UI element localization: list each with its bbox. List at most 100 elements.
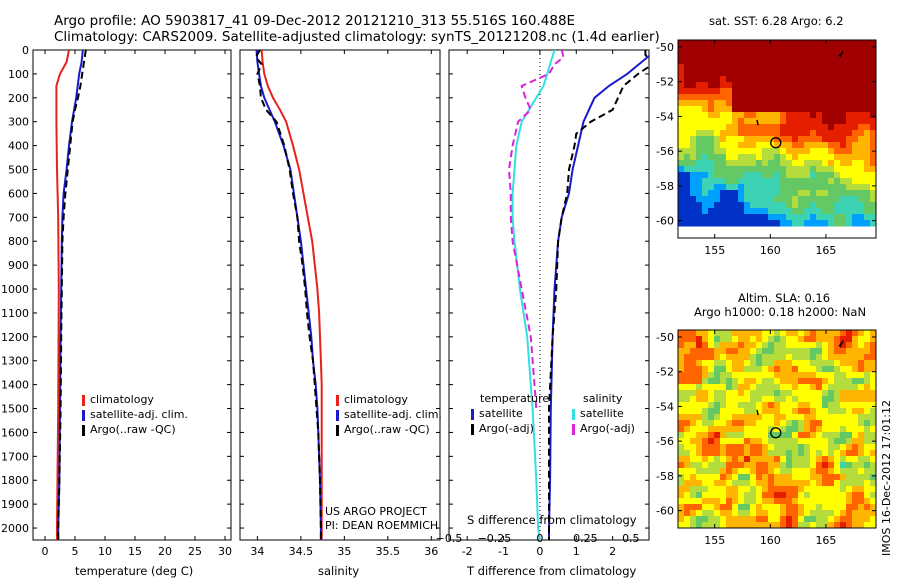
map-cell (720, 438, 727, 445)
map-cell (690, 348, 697, 355)
map-cell (852, 142, 859, 149)
map-cell (870, 426, 876, 433)
map-cell (678, 172, 685, 179)
map-cell (702, 130, 709, 137)
map-cell (792, 148, 799, 155)
map-cell (804, 504, 811, 511)
map-cell (870, 214, 876, 221)
map-cell (864, 456, 871, 463)
map-cell (786, 178, 793, 185)
map-cell (756, 130, 763, 137)
map-cell (726, 522, 733, 528)
map-cell (846, 70, 853, 77)
map-cell (780, 160, 787, 167)
map-cell (828, 372, 835, 379)
map-cell (858, 402, 865, 409)
map-cell (678, 196, 685, 203)
map-cell (702, 106, 709, 113)
map-cell (804, 462, 811, 469)
map-cell (738, 124, 745, 131)
map-cell (798, 166, 805, 173)
map-cell (726, 438, 733, 445)
map-cell (714, 432, 721, 439)
map-cell (738, 196, 745, 203)
x-tick-label: -1 (498, 545, 509, 558)
map-cell (798, 522, 805, 528)
map-cell (744, 190, 751, 197)
map-cell (756, 474, 763, 481)
map-cell (858, 154, 865, 161)
map-cell (708, 142, 715, 149)
map-cell (798, 342, 805, 349)
map-cell (744, 220, 751, 227)
map-cell (780, 474, 787, 481)
map-cell (768, 342, 775, 349)
map-cell (816, 106, 823, 113)
map-cell (702, 426, 709, 433)
map-cell (762, 480, 769, 487)
map-cell (738, 438, 745, 445)
map-cell (858, 184, 865, 191)
map-cell (774, 112, 781, 119)
map-cell (828, 480, 835, 487)
map-cell (696, 372, 703, 379)
map-cell (702, 486, 709, 493)
map-cell (828, 148, 835, 155)
map-cell (828, 510, 835, 517)
map-cell (696, 82, 703, 89)
map-cell (738, 142, 745, 149)
map-cell (834, 384, 841, 391)
map-cell (870, 142, 876, 149)
map-cell (804, 330, 811, 337)
map-cell (762, 390, 769, 397)
map-cell (780, 456, 787, 463)
map-cell (696, 522, 703, 528)
map-cell (780, 432, 787, 439)
map-cell (714, 384, 721, 391)
map-cell (858, 462, 865, 469)
map-cell (738, 220, 745, 227)
map-cell (750, 118, 757, 125)
map-cell (762, 462, 769, 469)
map-cell (684, 52, 691, 59)
map-cell (690, 196, 697, 203)
map-cell (846, 378, 853, 385)
map-cell (822, 178, 829, 185)
map-cell (774, 492, 781, 499)
map-cell (750, 384, 757, 391)
map-cell (822, 498, 829, 505)
map-cell (780, 112, 787, 119)
map-cell (696, 172, 703, 179)
map-cell (696, 208, 703, 215)
map-cell (774, 390, 781, 397)
map-cell (780, 366, 787, 373)
map-cell (864, 336, 871, 343)
map-cell (864, 522, 871, 528)
map-cell (828, 214, 835, 221)
map-cell (696, 432, 703, 439)
drift-mark (838, 340, 844, 348)
map-cell (810, 106, 817, 113)
map-cell (810, 118, 817, 125)
map-cell (780, 372, 787, 379)
map-cell (798, 480, 805, 487)
map-cell (690, 142, 697, 149)
map-cell (702, 166, 709, 173)
map-cell (786, 184, 793, 191)
map-cell (852, 172, 859, 179)
map-cell (780, 354, 787, 361)
map-cell (822, 456, 829, 463)
map-cell (798, 184, 805, 191)
map-cell (864, 196, 871, 203)
map-cell (690, 202, 697, 209)
map-cell (744, 160, 751, 167)
map-cell (834, 52, 841, 59)
map-cell (684, 450, 691, 457)
map-cell (744, 94, 751, 101)
map-cell (810, 88, 817, 95)
sst-map-title: sat. SST: 6.28 Argo: 6.2 (709, 14, 844, 28)
map-cell (696, 486, 703, 493)
header-line-1: Argo profile: AO 5903817_41 09-Dec-2012 … (54, 13, 576, 29)
map-cell (750, 58, 757, 65)
map-cell (792, 160, 799, 167)
